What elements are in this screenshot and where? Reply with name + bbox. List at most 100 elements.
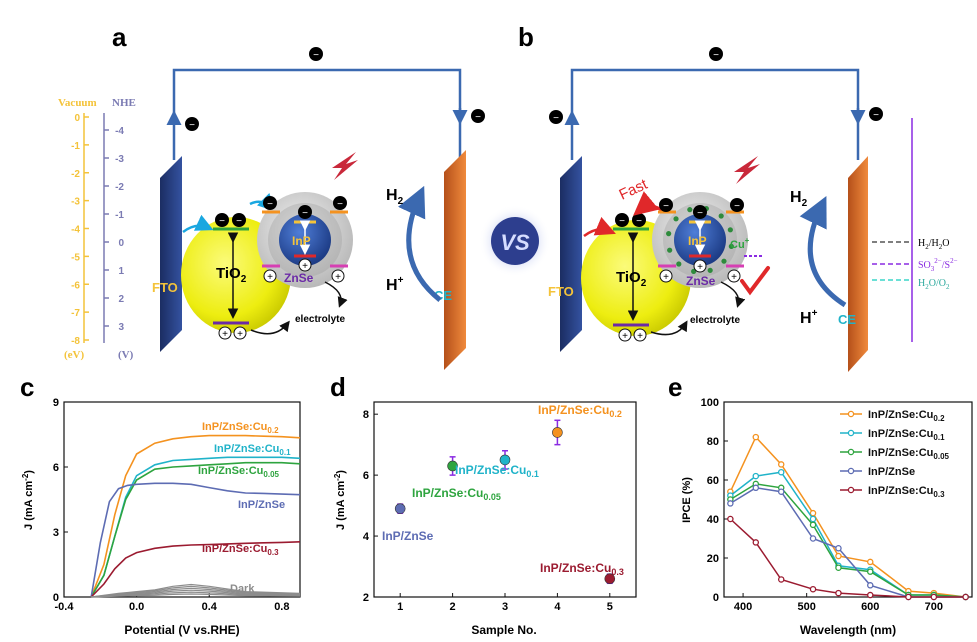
data-point	[499, 454, 511, 466]
cu-dopant-dot	[707, 267, 713, 273]
fast-label: Fast	[617, 176, 651, 204]
series-marker	[867, 582, 874, 589]
hplus-label: H+	[800, 308, 818, 327]
y-tick-label: 80	[707, 436, 719, 448]
series-marker	[867, 568, 874, 575]
svg-text:−: −	[663, 201, 669, 212]
x-tick-label: 700	[925, 601, 943, 613]
x-tick-label: -0.4	[55, 601, 75, 613]
data-point	[447, 460, 458, 472]
svg-text:+: +	[237, 329, 243, 340]
vacuum-tick-label: -5	[71, 252, 80, 263]
cu-dopant-dot	[673, 216, 679, 222]
series-label: InP/ZnSe:Cu0.1	[214, 443, 291, 457]
series-label: InP/ZnSe:Cu0.3	[202, 543, 279, 557]
svg-text:+: +	[302, 261, 308, 272]
series-marker	[809, 515, 817, 523]
cu-dopant-dot	[687, 207, 693, 213]
legend-label: InP/ZnSe:Cu0.1	[868, 428, 945, 442]
cu-dopant-dot	[728, 243, 734, 249]
series-marker	[752, 539, 760, 546]
point-label-sub: 0.2	[609, 409, 622, 419]
svg-text:+: +	[222, 329, 228, 340]
vacuum-tick-label: -3	[71, 197, 80, 208]
data-point	[604, 573, 616, 585]
vacuum-ticks: 0 -1 -2 -3 -4 -5 -6 -7 -8	[71, 113, 89, 347]
x-tick-label: 1	[397, 601, 403, 613]
hole-icon: +	[218, 326, 232, 340]
vs-badge: VS	[479, 205, 551, 277]
y-axis-label: J (mA cm-2)	[333, 470, 347, 530]
legend-label-sub: 0.2	[933, 414, 945, 423]
svg-text:+: +	[697, 262, 703, 273]
cu-dopant-dot	[666, 231, 672, 237]
series-marker	[809, 585, 817, 593]
series-line	[730, 483, 966, 598]
nhe-tick-label: 0	[118, 238, 124, 249]
electron-icon: −	[333, 196, 347, 210]
legend-marker	[847, 410, 855, 418]
vacuum-tick-label: -1	[71, 141, 80, 152]
legend-label: InP/ZnSe:Cu0.2	[868, 409, 945, 423]
znse-label: ZnSe	[686, 274, 716, 288]
electron-icon: −	[309, 47, 323, 61]
external-circuit-wire	[570, 68, 860, 160]
legend-label: InP/ZnSe:Cu0.3	[868, 485, 945, 499]
svg-text:−: −	[219, 216, 225, 227]
panel-b-scheme: b − − − FTO TiO2 − − + + Fast InP ZnSe	[518, 22, 958, 372]
point-label-sub: 0.05	[483, 492, 501, 502]
x-axis-label: Wavelength (nm)	[800, 623, 896, 637]
fto-electrode	[160, 156, 182, 352]
series-label: InP/ZnSe	[238, 499, 285, 511]
y-tick-label: 2	[363, 592, 369, 604]
series-marker	[752, 433, 760, 441]
legend-label-text: InP/ZnSe	[868, 466, 915, 478]
cu-dopant-dot	[721, 258, 727, 264]
series-line-dark	[91, 583, 301, 598]
svg-text:+: +	[663, 272, 669, 283]
inp-label: InP	[688, 234, 707, 248]
series-label: InP/ZnSe:Cu0.05	[198, 465, 280, 479]
electron-injection-arrow	[583, 216, 616, 238]
series-marker	[835, 589, 842, 597]
y-tick-label: 0	[713, 592, 719, 604]
svg-text:+: +	[731, 272, 737, 283]
nhe-tick-label: -1	[115, 210, 124, 221]
electron-icon: −	[549, 110, 563, 124]
point-label-text: InP/ZnSe:Cu	[455, 463, 526, 477]
svg-text:+: +	[637, 331, 643, 342]
znse-label: ZnSe	[284, 271, 314, 285]
nhe-label: NHE	[112, 97, 136, 109]
point-label: InP/ZnSe:Cu0.1	[455, 463, 539, 479]
series-marker	[777, 461, 785, 468]
legend-label-text: InP/ZnSe:Cu	[868, 447, 933, 459]
x-tick-label: 600	[861, 601, 879, 613]
hplus-label: H+	[386, 275, 404, 294]
fto-label: FTO	[152, 280, 178, 295]
series-label-text: InP/ZnSe:Cu	[198, 465, 263, 477]
svg-text:+: +	[335, 272, 341, 283]
y-tick-label: 40	[707, 514, 719, 526]
electron-icon: −	[730, 198, 744, 212]
legend-label-dark: Dark	[230, 583, 255, 595]
vacuum-label: Vacuum	[58, 97, 97, 109]
vacuum-tick-label: -7	[71, 308, 80, 319]
series-line	[90, 541, 301, 598]
electron-icon: −	[215, 213, 229, 227]
svg-text:−: −	[636, 216, 642, 227]
y-axis-label-tail: )	[335, 470, 347, 474]
hole-icon: +	[331, 269, 345, 283]
svg-text:−: −	[619, 216, 625, 227]
point-label-sub: 0.3	[611, 567, 624, 577]
y-axis-label-main: J (mA cm	[335, 481, 347, 530]
h2-label: H2	[790, 189, 808, 209]
legend-label: InP/ZnSe:Cu0.05	[868, 447, 950, 461]
svg-text:VS: VS	[500, 230, 530, 255]
legend-label-sub: 0.3	[933, 490, 945, 499]
y-tick-label: 100	[701, 397, 719, 409]
svg-text:−: −	[313, 50, 319, 61]
y-tick-label: 6	[53, 462, 59, 474]
series-label-sub: 0.2	[267, 426, 279, 435]
electron-icon: −	[471, 109, 485, 123]
